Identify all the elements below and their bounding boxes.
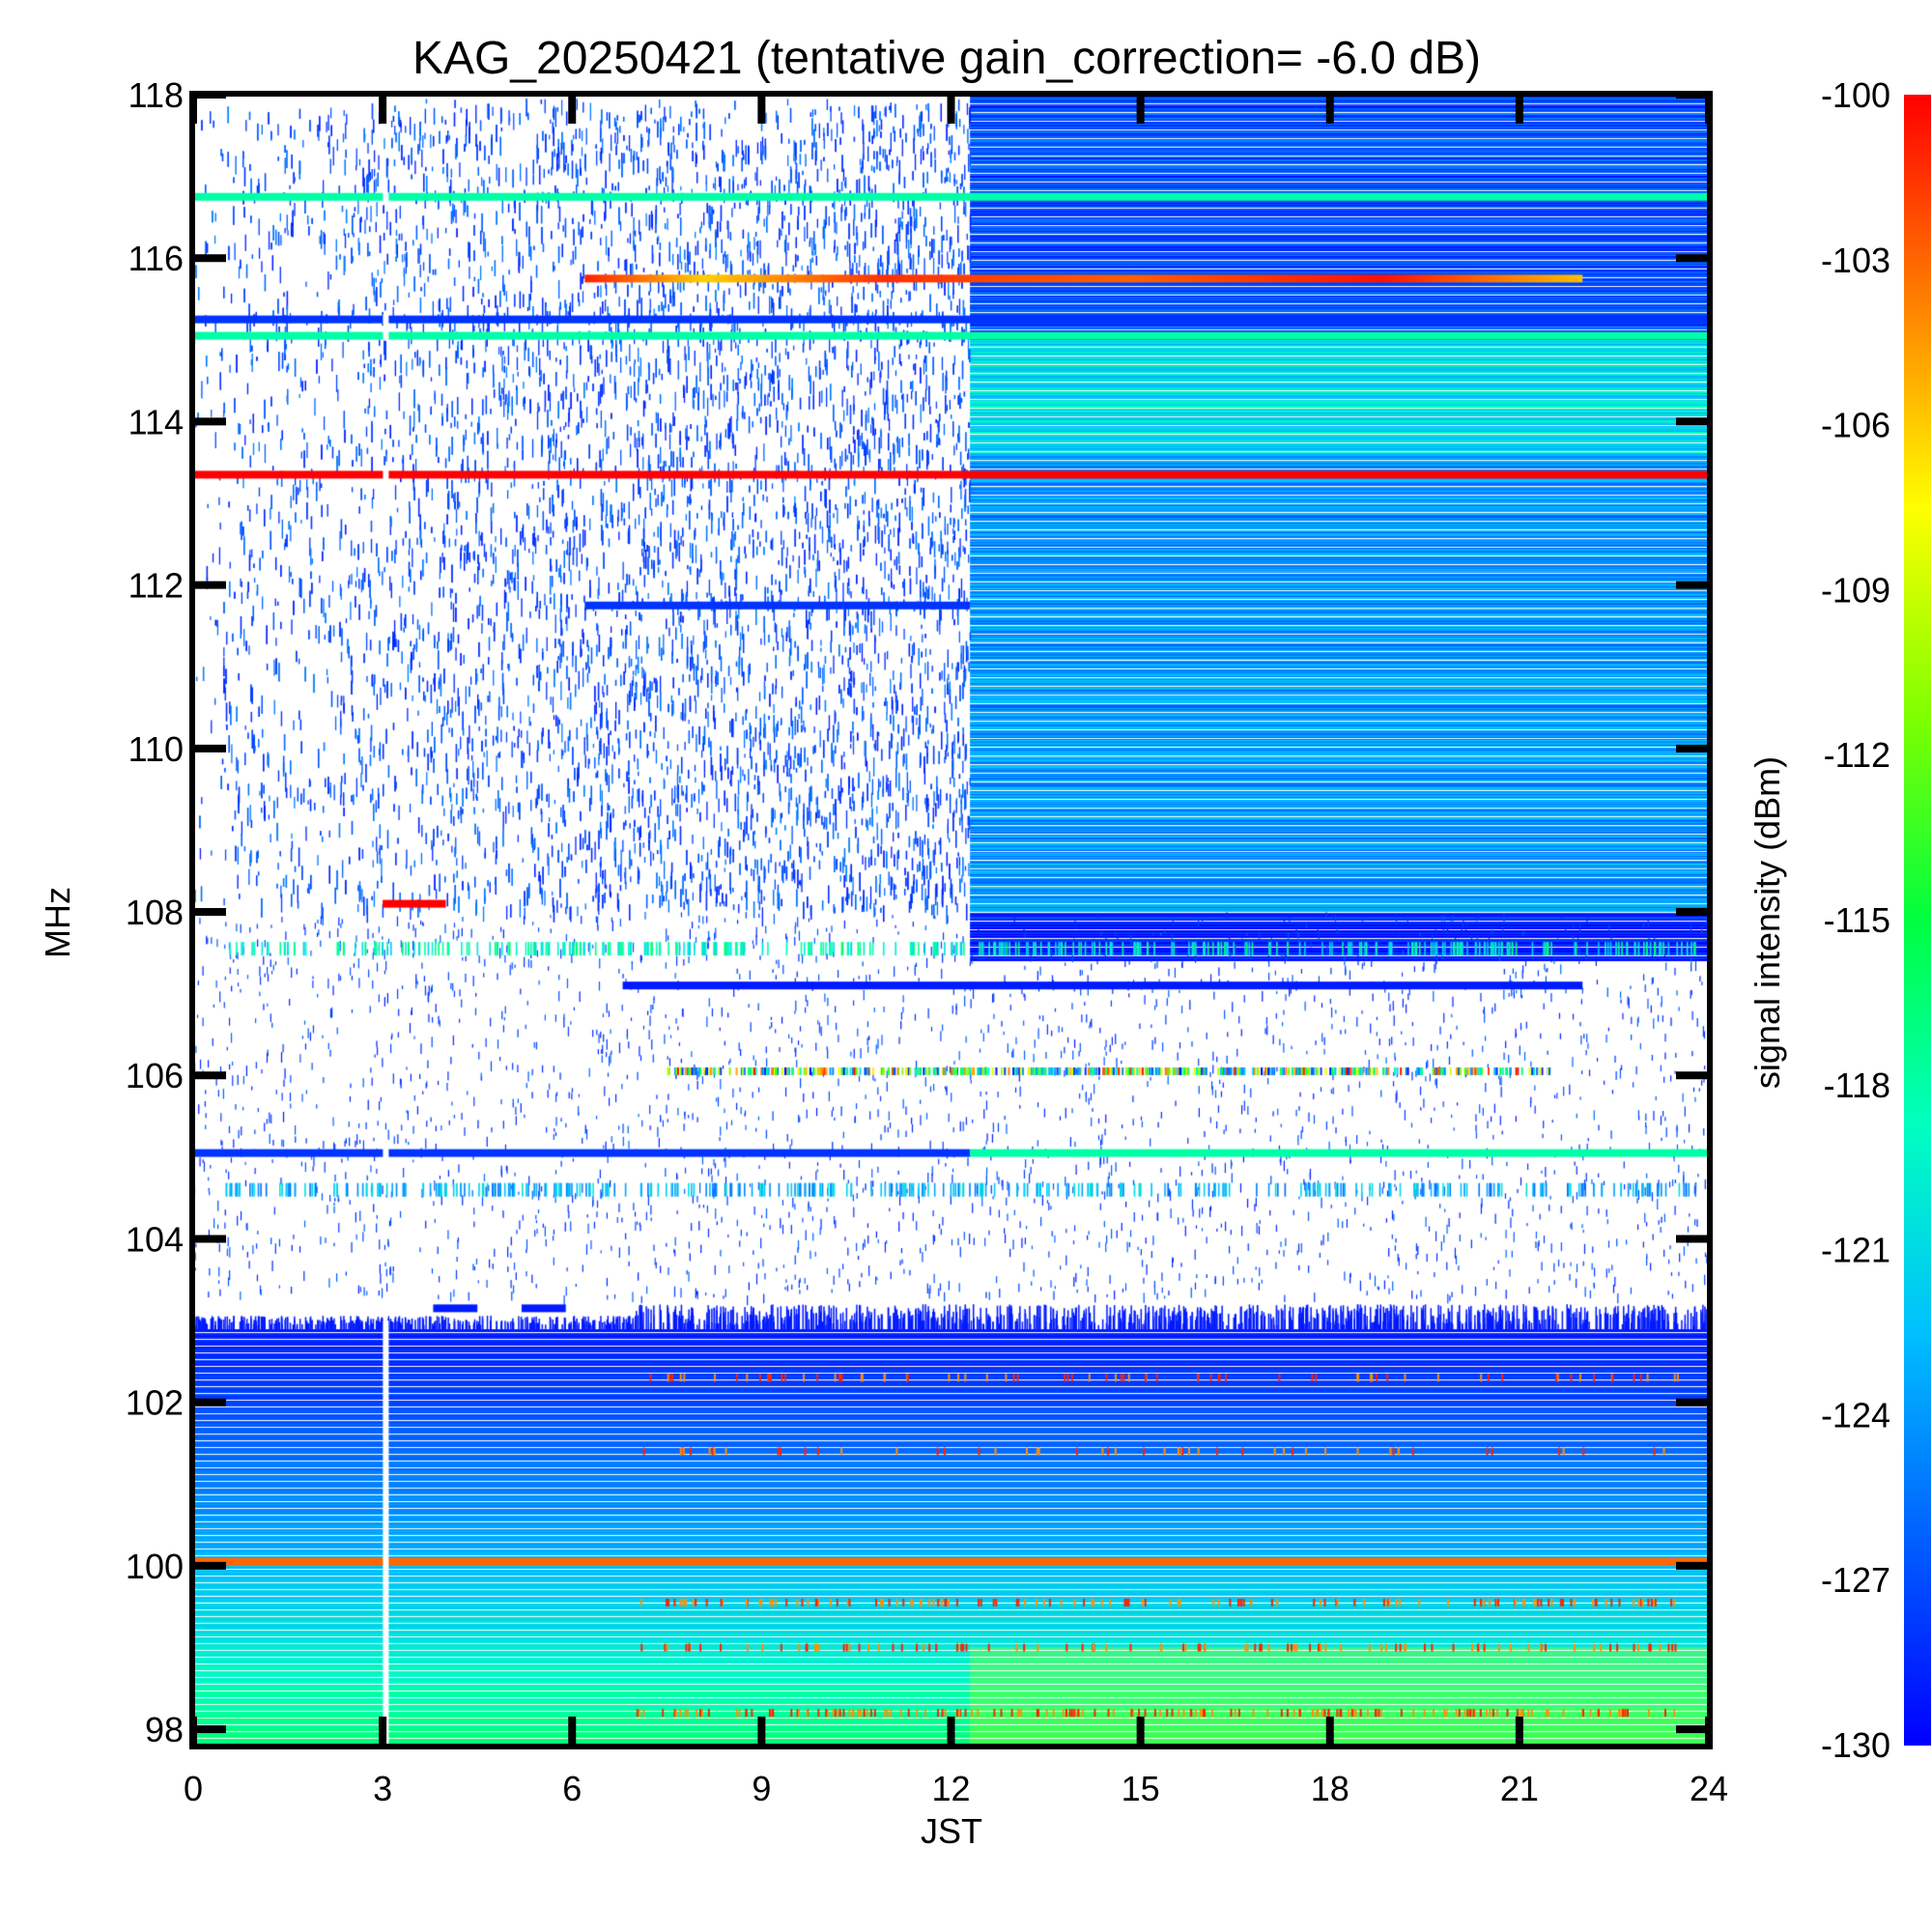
colorbar-tick-label: -106 xyxy=(1821,406,1890,445)
colorbar-tick-label: -112 xyxy=(1824,735,1890,775)
x-tick-label: 9 xyxy=(752,1769,771,1808)
y-tick-label: 98 xyxy=(145,1710,184,1749)
colorbar-tick-label: -100 xyxy=(1821,75,1890,115)
y-tick-label: 116 xyxy=(128,239,184,278)
colorbar-tick-label: -118 xyxy=(1824,1065,1890,1105)
colorbar-label: signal intensity (dBm) xyxy=(1747,756,1787,1089)
y-tick-label: 112 xyxy=(128,566,184,606)
y-axis-label: MHz xyxy=(38,887,77,958)
chart-title: KAG_20250421 (tentative gain_correction=… xyxy=(412,33,1481,84)
y-axis-ticks: 98 100 102 104 106 108 110 112 114 116 118 xyxy=(126,75,1709,1749)
x-tick-label: 18 xyxy=(1311,1769,1350,1808)
x-axis-label: JST xyxy=(921,1811,982,1851)
x-tick-label: 0 xyxy=(184,1769,203,1808)
colorbar-gradient xyxy=(1904,95,1931,1746)
y-tick-label: 104 xyxy=(126,1219,184,1259)
x-tick-label: 15 xyxy=(1122,1769,1160,1808)
x-tick-label: 12 xyxy=(931,1769,970,1808)
colorbar-tick-label: -121 xyxy=(1821,1231,1890,1270)
y-tick-label: 106 xyxy=(126,1056,184,1095)
x-axis-ticks: 0 3 6 9 12 15 18 21 24 xyxy=(184,95,1728,1808)
y-tick-label: 118 xyxy=(128,75,184,115)
x-tick-label: 6 xyxy=(562,1769,582,1808)
colorbar-tick-label: -127 xyxy=(1821,1560,1890,1600)
colorbar-tick-label: -103 xyxy=(1821,241,1890,280)
spectrogram-heatmap xyxy=(193,95,1709,1746)
x-tick-label: 3 xyxy=(373,1769,392,1808)
colorbar-tick-label: -109 xyxy=(1821,570,1890,610)
x-tick-label: 21 xyxy=(1500,1769,1539,1808)
colorbar-tick-label: -115 xyxy=(1824,900,1890,940)
x-tick-label: 24 xyxy=(1690,1769,1728,1808)
colorbar-tick-label: -124 xyxy=(1821,1395,1890,1435)
colorbar-ticks: -100 -103 -106 -109 -112 -115 -118 -121 -124 -127… xyxy=(1821,75,1890,1765)
y-tick-label: 108 xyxy=(126,893,184,932)
y-tick-label: 114 xyxy=(128,402,184,441)
y-tick-label: 100 xyxy=(126,1547,184,1586)
y-tick-label: 110 xyxy=(128,729,184,769)
colorbar-tick-label: -130 xyxy=(1821,1725,1890,1765)
plot-frame xyxy=(189,91,1713,1749)
y-tick-label: 102 xyxy=(126,1383,184,1423)
